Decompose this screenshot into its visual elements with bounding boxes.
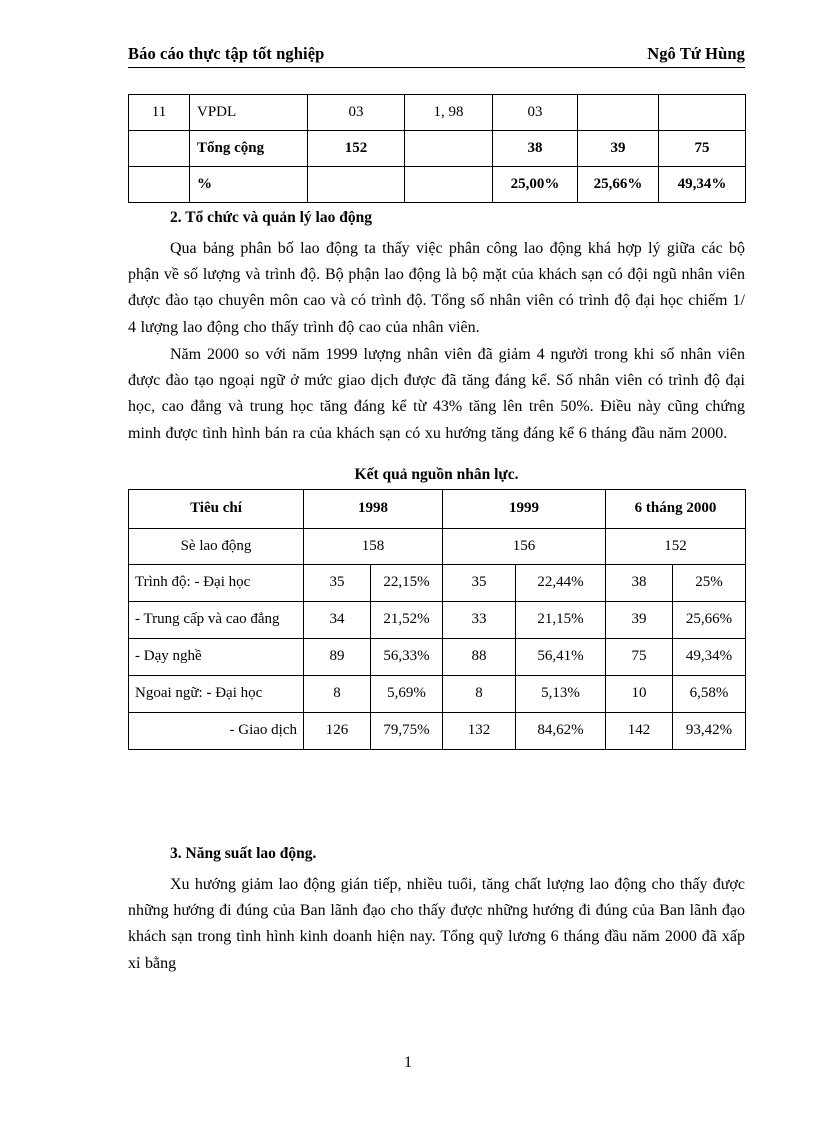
table-row-percent: % 25,00% 25,66% 49,34% [128,166,746,203]
cell-value-1: 38 [492,130,578,167]
cell-label: - Trung cấp và cao đẳng [128,601,304,639]
cell-1998-percent: 79,75% [370,712,443,750]
table-header-row: Tiêu chí 1998 1999 6 tháng 2000 [128,489,746,529]
cell-1999-percent: 22,44% [515,564,606,602]
cell-ratio [404,166,493,203]
cell-1999-count: 33 [442,601,516,639]
table-row-total: Tổng cộng 152 38 39 75 [128,130,746,167]
table-row: - Dạy nghề 89 56,33% 88 56,41% 75 49,34% [128,638,746,676]
cell-1999-count: 132 [442,712,516,750]
header-year-1998: 1998 [303,489,443,529]
cell-1998: 158 [303,528,443,565]
cell-2000-percent: 25,66% [672,601,746,639]
cell-value-3 [658,94,746,131]
section-2-paragraph-1: Qua bảng phân bố lao động ta thấy việc p… [128,240,745,336]
cell-2000-percent: 93,42% [672,712,746,750]
section-2-paragraph-2: Năm 2000 so với năm 1999 lượng nhân viên… [128,346,745,442]
cell-value-2 [577,94,659,131]
header-period-2000: 6 tháng 2000 [605,489,746,529]
document-running-header: Báo cáo thực tập tốt nghiệp Ngô Tứ Hùng [128,44,745,68]
cell-1999-percent: 56,41% [515,638,606,676]
cell-1999-percent: 5,13% [515,675,606,713]
table-row: - Trung cấp và cao đẳng 34 21,52% 33 21,… [128,601,746,639]
table-department-totals: 11 VPDL 03 1, 98 03 Tổng cộng 152 38 39 … [128,94,746,203]
table-two-caption: Kết quả nguồn nhân lực. [354,466,519,483]
cell-department: VPDL [189,94,308,131]
cell-1999-count: 8 [442,675,516,713]
header-criteria: Tiêu chí [128,489,304,529]
table-row: Ngoai ngữ: - Đại học 8 5,69% 8 5,13% 10 … [128,675,746,713]
page-number: 1 [404,1054,412,1071]
cell-2000-count: 75 [605,638,673,676]
cell-percent-label: % [189,166,308,203]
cell-1998-count: 126 [303,712,371,750]
cell-2000-percent: 25% [672,564,746,602]
cell-1999-percent: 84,62% [515,712,606,750]
table-row: - Giao dịch 126 79,75% 132 84,62% 142 93… [128,712,746,750]
cell-1999-percent: 21,15% [515,601,606,639]
cell-value-1: 03 [492,94,578,131]
section-heading-2: 2. Tổ chức và quản lý lao động [170,209,372,226]
cell-ratio [404,130,493,167]
section-3-paragraph-1: Xu hướng giảm lao động gián tiếp, nhiều … [128,876,745,972]
table-row-workforce: Sè lao động 158 156 152 [128,528,746,565]
cell-1998-percent: 56,33% [370,638,443,676]
cell-label: Trình độ: - Đại học [128,564,304,602]
cell-2000-percent: 49,34% [672,638,746,676]
cell-count: 03 [307,94,405,131]
table-row: Trình độ: - Đại học 35 22,15% 35 22,44% … [128,564,746,602]
section-heading-3: 3. Năng suất lao động. [170,845,317,862]
cell-value-1: 25,00% [492,166,578,203]
cell-1998-count: 35 [303,564,371,602]
cell-1998-count: 89 [303,638,371,676]
cell-label: - Giao dịch [128,712,304,750]
cell-ratio: 1, 98 [404,94,493,131]
cell-2000-count: 10 [605,675,673,713]
cell-2000: 152 [605,528,746,565]
cell-1998-percent: 21,52% [370,601,443,639]
table-human-resources-results: Tiêu chí 1998 1999 6 tháng 2000 Sè lao đ… [128,489,746,750]
cell-count [307,166,405,203]
cell-value-3: 75 [658,130,746,167]
cell-label: - Dạy nghề [128,638,304,676]
cell-value-3: 49,34% [658,166,746,203]
cell-1998-percent: 5,69% [370,675,443,713]
cell-index: 11 [128,94,190,131]
header-year-1999: 1999 [442,489,606,529]
cell-1999: 156 [442,528,606,565]
cell-1999-count: 88 [442,638,516,676]
cell-1998-count: 34 [303,601,371,639]
header-report-title: Báo cáo thực tập tốt nghiệp [128,44,325,63]
cell-total-label: Tổng cộng [189,130,308,167]
header-author-name: Ngô Tứ Hùng [647,44,745,63]
table-row: 11 VPDL 03 1, 98 03 [128,94,746,131]
cell-2000-count: 39 [605,601,673,639]
cell-value-2: 39 [577,130,659,167]
cell-index [128,166,190,203]
cell-count: 152 [307,130,405,167]
cell-label: Sè lao động [128,528,304,565]
cell-1998-percent: 22,15% [370,564,443,602]
cell-2000-count: 142 [605,712,673,750]
cell-2000-percent: 6,58% [672,675,746,713]
cell-2000-count: 38 [605,564,673,602]
cell-1998-count: 8 [303,675,371,713]
cell-1999-count: 35 [442,564,516,602]
cell-value-2: 25,66% [577,166,659,203]
cell-label: Ngoai ngữ: - Đại học [128,675,304,713]
cell-index [128,130,190,167]
